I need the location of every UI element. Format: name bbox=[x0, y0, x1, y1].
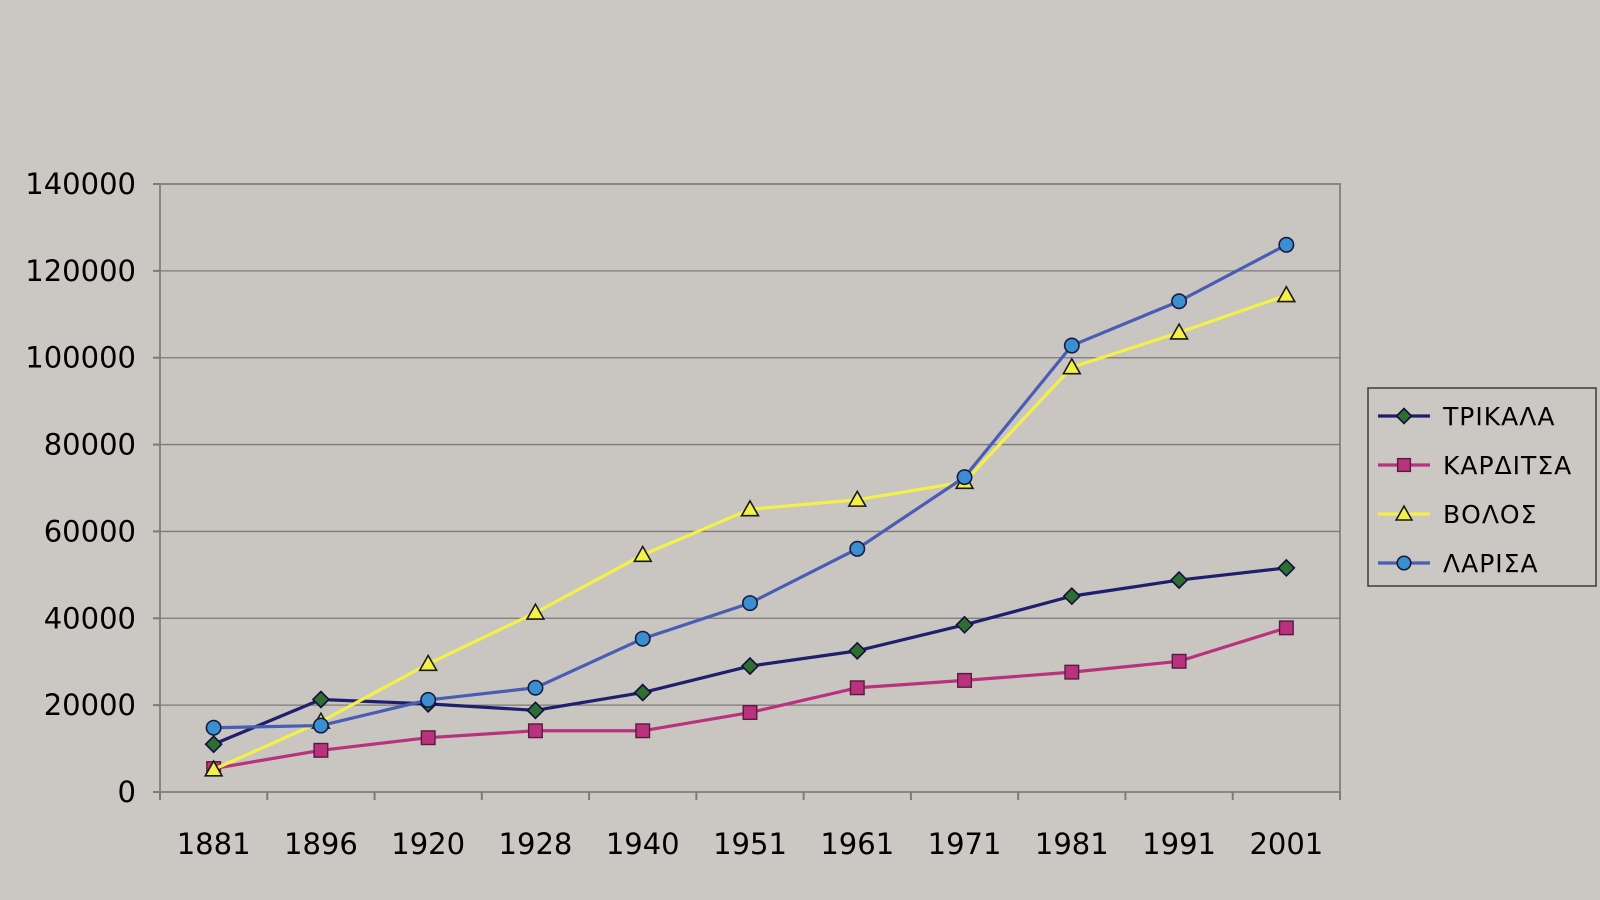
x-tick-label: 2001 bbox=[1249, 827, 1323, 861]
legend-item: ΒΟΛΟΣ bbox=[1378, 500, 1537, 529]
y-tick-label: 80000 bbox=[44, 428, 136, 462]
legend-item: ΤΡΙΚΑΛΑ bbox=[1378, 402, 1555, 431]
x-tick-label: 1920 bbox=[391, 827, 465, 861]
data-point bbox=[313, 742, 329, 758]
legend-marker bbox=[1396, 457, 1412, 473]
data-point bbox=[955, 615, 974, 634]
data-point bbox=[203, 759, 224, 777]
data-point bbox=[527, 723, 543, 739]
data-point bbox=[741, 595, 758, 612]
data-point bbox=[1169, 322, 1189, 340]
data-point bbox=[634, 630, 651, 647]
y-tick-label: 60000 bbox=[44, 514, 136, 548]
data-point bbox=[1276, 285, 1297, 303]
data-point bbox=[526, 701, 545, 720]
data-point bbox=[1063, 337, 1080, 354]
y-tick-label: 100000 bbox=[25, 341, 136, 375]
x-tick-label: 1981 bbox=[1035, 827, 1109, 861]
legend-marker bbox=[1394, 504, 1414, 521]
data-point bbox=[847, 489, 868, 507]
data-point bbox=[311, 690, 331, 709]
data-point bbox=[420, 730, 436, 746]
data-point bbox=[205, 719, 222, 736]
data-point bbox=[740, 499, 760, 517]
data-point bbox=[418, 653, 438, 672]
plot-area bbox=[159, 183, 1341, 793]
data-point bbox=[204, 735, 223, 754]
y-tick-label: 120000 bbox=[25, 254, 136, 288]
series-group bbox=[203, 236, 1297, 777]
data-point bbox=[1171, 293, 1188, 310]
data-point bbox=[849, 680, 865, 696]
legend-marker bbox=[1395, 407, 1413, 425]
y-tick-label: 140000 bbox=[25, 167, 136, 201]
y-tick-label: 40000 bbox=[44, 601, 136, 635]
data-point bbox=[633, 683, 652, 702]
data-point bbox=[1064, 664, 1080, 680]
data-point bbox=[1277, 558, 1296, 578]
legend: ΤΡΙΚΑΛΑ ΚΑΡΔΙΤΣΑ ΒΟΛΟΣ ΛΑΡΙΣΑ bbox=[1367, 387, 1597, 587]
x-tick-label: 1991 bbox=[1142, 827, 1216, 861]
data-point bbox=[525, 602, 546, 620]
legend-label: ΚΑΡΔΙΤΣΑ bbox=[1443, 451, 1572, 480]
data-point bbox=[848, 641, 867, 660]
data-point bbox=[632, 544, 653, 563]
data-point bbox=[527, 679, 544, 696]
x-tick-label: 1961 bbox=[820, 827, 894, 861]
y-tick-label: 20000 bbox=[44, 688, 136, 722]
data-point bbox=[1171, 653, 1187, 669]
gridlines bbox=[160, 270, 1340, 706]
x-tick-label: 1971 bbox=[928, 827, 1002, 861]
data-point bbox=[1169, 570, 1189, 590]
x-tick-label: 1881 bbox=[177, 827, 251, 861]
legend-item: ΛΑΡΙΣΑ bbox=[1378, 549, 1539, 578]
data-point bbox=[1278, 620, 1294, 636]
data-point bbox=[420, 691, 437, 708]
data-point bbox=[849, 540, 866, 557]
legend-item: ΚΑΡΔΙΤΣΑ bbox=[1378, 451, 1572, 480]
data-point bbox=[635, 723, 651, 739]
legend-label: ΒΟΛΟΣ bbox=[1443, 500, 1537, 529]
x-tick-label: 1896 bbox=[284, 827, 358, 861]
legend-marker bbox=[1396, 555, 1412, 571]
data-point bbox=[312, 717, 329, 734]
x-tick-label: 1951 bbox=[713, 827, 787, 861]
x-tick-label: 1928 bbox=[499, 827, 573, 861]
legend-label: ΤΡΙΚΑΛΑ bbox=[1442, 402, 1555, 431]
data-point bbox=[742, 705, 758, 721]
x-tick-label: 1940 bbox=[606, 827, 680, 861]
data-point bbox=[740, 656, 760, 676]
data-point bbox=[1062, 357, 1082, 375]
data-point bbox=[1278, 236, 1295, 253]
data-point bbox=[1062, 587, 1081, 606]
data-point bbox=[956, 469, 973, 486]
y-tick-label: 0 bbox=[118, 775, 136, 809]
data-point bbox=[957, 672, 973, 688]
series-4 bbox=[205, 236, 1295, 736]
legend-label: ΛΑΡΙΣΑ bbox=[1443, 549, 1539, 578]
series-3 bbox=[203, 285, 1297, 777]
series-2 bbox=[206, 620, 1294, 777]
axes: 0 20000 40000 60000 80000 100000 120000 140000 1… bbox=[25, 167, 1341, 861]
